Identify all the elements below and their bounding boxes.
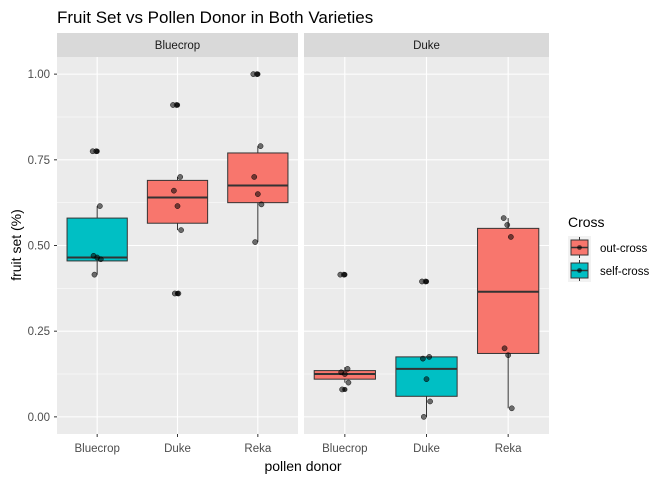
- data-point: [251, 174, 258, 180]
- data-point: [341, 371, 348, 377]
- data-point: [91, 271, 98, 278]
- data-point: [501, 345, 508, 352]
- data-point: [171, 187, 177, 194]
- facet-panel: Duke Bluecrop Duke Reka: [304, 33, 549, 455]
- box-body: [66, 217, 128, 262]
- data-point: [427, 398, 433, 405]
- data-point: [173, 102, 180, 108]
- facet-strip: [57, 33, 298, 57]
- facet-strip-label: Bluecrop: [155, 40, 200, 52]
- data-point: [500, 215, 507, 221]
- box-reka: [477, 215, 540, 412]
- data-point: [504, 222, 511, 228]
- legend: Cross out-cross self-cross: [568, 214, 649, 282]
- y-tick-label: 0.25: [28, 326, 50, 338]
- x-tick-label: Reka: [495, 443, 522, 455]
- data-point: [258, 201, 265, 208]
- box-duke: [395, 278, 458, 420]
- data-point: [422, 278, 429, 285]
- data-point: [341, 271, 347, 278]
- data-point: [254, 191, 261, 197]
- chart-title: Fruit Set vs Pollen Donor in Both Variet…: [57, 8, 373, 27]
- x-axis-title: pollen donor: [264, 458, 341, 474]
- data-point: [339, 386, 345, 393]
- facet-strip-label: Duke: [413, 40, 440, 52]
- legend-label: out-cross: [600, 243, 648, 255]
- data-point: [508, 234, 514, 240]
- data-point: [175, 290, 182, 297]
- box-body: [146, 179, 209, 224]
- box-duke: [146, 102, 209, 297]
- y-tick-label: 0.00: [28, 412, 50, 424]
- data-point: [254, 71, 260, 77]
- data-point: [420, 355, 426, 362]
- x-tick-label: Duke: [413, 443, 440, 455]
- data-point: [177, 174, 184, 180]
- data-point: [420, 414, 427, 420]
- data-point: [423, 376, 430, 383]
- legend-label: self-cross: [600, 266, 649, 278]
- box-bluecrop: [66, 148, 128, 278]
- y-tick-label: 1.00: [28, 69, 50, 81]
- data-point: [252, 239, 258, 245]
- data-point: [508, 405, 515, 412]
- y-tick-label: 0.50: [28, 241, 50, 253]
- x-tick-label: Duke: [164, 443, 191, 455]
- data-point: [97, 203, 103, 209]
- facet-strip: [304, 33, 549, 57]
- x-tick-label: Reka: [244, 443, 271, 455]
- data-point: [97, 256, 104, 263]
- data-point: [505, 352, 512, 359]
- data-point: [257, 143, 264, 149]
- legend-key-point: [577, 268, 582, 273]
- data-point: [178, 227, 184, 233]
- data-point: [174, 203, 181, 209]
- data-point: [344, 366, 351, 372]
- data-point: [426, 354, 433, 360]
- y-tick-label: 0.75: [28, 155, 50, 167]
- legend-key-point: [577, 245, 582, 250]
- y-axis-title: fruit set (%): [8, 209, 24, 281]
- data-point: [93, 148, 100, 155]
- box-reka: [227, 71, 289, 245]
- data-point: [345, 379, 352, 386]
- x-tick-label: Bluecrop: [322, 443, 367, 455]
- facet-panel: Bluecrop Bluecrop Duke Reka: [57, 33, 298, 455]
- box-bluecrop: [313, 271, 376, 393]
- y-axis: 0.00 0.25 0.50 0.75 1.00: [28, 69, 57, 424]
- legend-title: Cross: [568, 214, 605, 230]
- x-tick-label: Bluecrop: [74, 443, 119, 455]
